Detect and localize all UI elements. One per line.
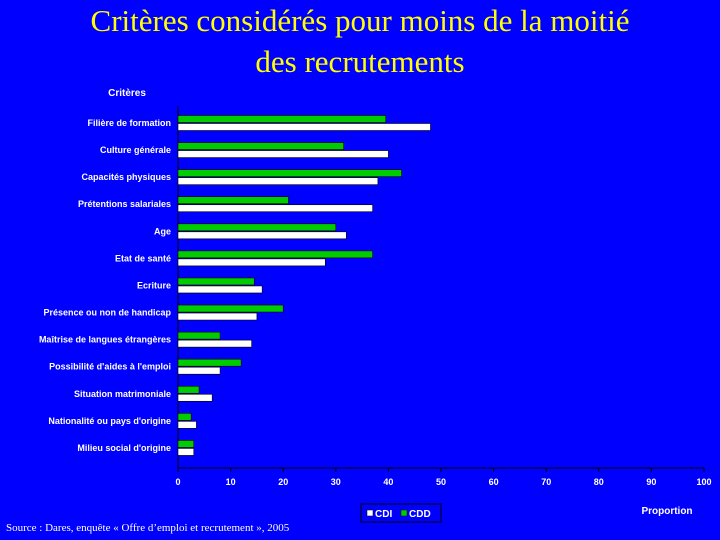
bar-cdi	[177, 393, 213, 402]
legend-label-cdd: CDD	[409, 509, 431, 520]
source-note: Source : Dares, enquête « Offre d’emploi…	[6, 522, 290, 534]
bar-cdd	[177, 358, 242, 367]
x-tick-label: 90	[646, 477, 656, 487]
bar-cdi	[177, 448, 195, 456]
bar-cdd	[177, 196, 289, 205]
bar-cdd	[177, 277, 255, 286]
x-tick-label: 50	[436, 477, 446, 487]
x-tick-label: 60	[489, 477, 499, 487]
bar-cdi	[177, 123, 431, 131]
bar-cdi	[177, 204, 373, 213]
x-tick-label: 40	[383, 477, 393, 487]
category-label: Ecriture	[137, 280, 171, 290]
bar-cdi	[177, 177, 379, 185]
bar-cdi	[177, 150, 389, 158]
category-label: Culture générale	[100, 145, 171, 155]
bar-cdd	[177, 250, 373, 259]
category-label: Nationalité ou pays d'origine	[48, 416, 171, 426]
title-line-1: Critères considérés pour moins de la moi…	[90, 3, 630, 38]
x-tick-label: 80	[594, 477, 604, 487]
bar-cdi	[177, 421, 197, 429]
bar-cdi	[177, 339, 252, 348]
legend-label-cdi: CDI	[375, 509, 392, 520]
title-line-2: des recrutements	[255, 44, 465, 79]
category-label: Possibilité d'aides à l'emploi	[49, 362, 171, 372]
bar-cdd	[177, 169, 402, 177]
category-label: Capacités physiques	[81, 172, 171, 182]
y-axis-title: Critères	[108, 88, 146, 99]
bar-cdd	[177, 115, 387, 123]
bar-cdi	[177, 366, 221, 375]
category-label: Filière de formation	[87, 118, 171, 128]
bar-cdi	[177, 312, 258, 321]
category-label: Situation matrimoniale	[74, 389, 171, 399]
legend-swatch-cdd	[400, 509, 408, 517]
category-label: Maîtrise de langues étrangères	[39, 335, 171, 345]
x-tick-label: 20	[278, 477, 288, 487]
bar-cdd	[177, 304, 284, 313]
bar-cdi	[177, 258, 326, 267]
bar-cdi	[177, 285, 263, 294]
bar-cdd	[177, 142, 344, 150]
x-tick-label: 100	[696, 477, 711, 487]
legend-swatch-cdi	[366, 509, 374, 517]
x-tick-label: 10	[226, 477, 236, 487]
x-tick-label: 70	[541, 477, 551, 487]
category-label: Age	[154, 226, 171, 236]
bar-cdd	[177, 440, 195, 448]
x-tick-label: 30	[331, 477, 341, 487]
x-tick-label: 0	[175, 477, 180, 487]
x-axis-title: Proportion	[641, 506, 692, 517]
bar-cdi	[177, 231, 347, 240]
category-label: Milieu social d'origine	[77, 443, 171, 453]
category-label: Présence ou non de handicap	[43, 308, 171, 318]
category-label: Etat de santé	[115, 253, 171, 263]
bar-cdd	[177, 223, 337, 232]
slide-title: Critères considérés pour moins de la moi…	[0, 0, 720, 82]
bar-cdd	[177, 413, 192, 421]
category-label: Prétentions salariales	[78, 199, 171, 209]
bar-cdd	[177, 331, 221, 340]
bar-cdd	[177, 385, 200, 394]
